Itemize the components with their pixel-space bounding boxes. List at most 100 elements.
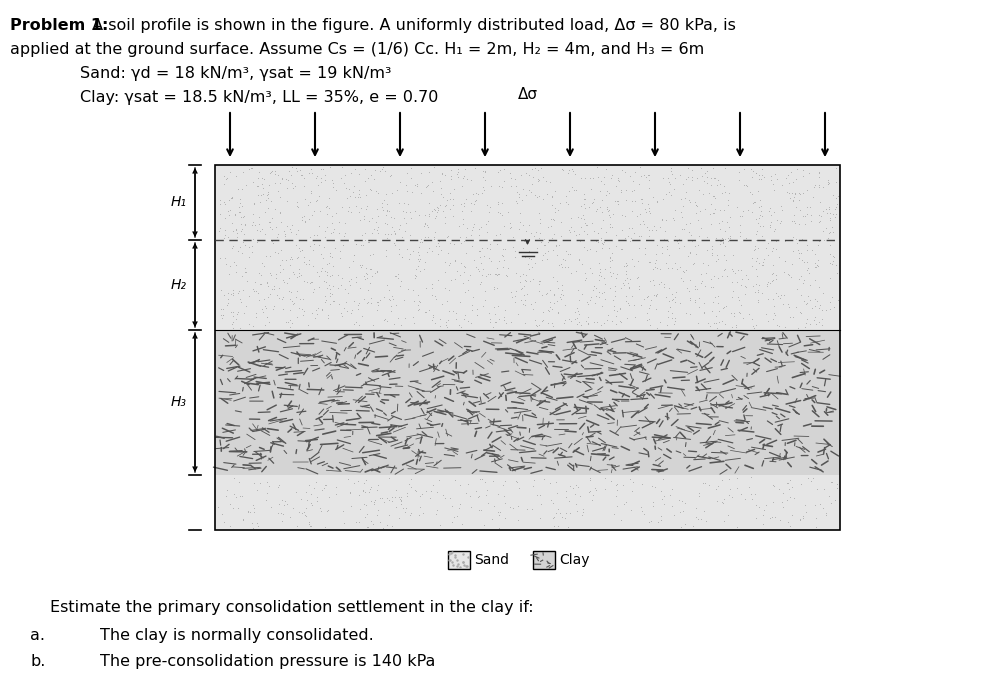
Point (255, 293, 271, 304)
Point (428, 509, 444, 520)
Point (311, 190, 326, 202)
Point (384, 496, 399, 507)
Point (527, 314, 542, 325)
Point (699, 165, 715, 177)
Point (639, 315, 655, 326)
Point (617, 184, 633, 195)
Point (631, 230, 647, 241)
Point (670, 234, 686, 245)
Point (638, 307, 654, 318)
Point (384, 221, 399, 232)
Point (616, 211, 632, 222)
Point (696, 204, 712, 215)
Point (524, 503, 539, 514)
Point (826, 203, 842, 214)
Point (270, 247, 286, 258)
Point (599, 206, 615, 217)
Point (547, 202, 563, 213)
Point (375, 523, 390, 534)
Point (482, 268, 498, 279)
Point (631, 284, 647, 295)
Point (483, 180, 499, 191)
Point (263, 501, 279, 512)
Point (392, 492, 408, 503)
Point (675, 224, 691, 235)
Point (624, 222, 640, 234)
Point (514, 219, 529, 230)
Point (219, 172, 235, 183)
Point (495, 490, 511, 501)
Point (638, 222, 654, 233)
Point (544, 213, 560, 224)
Point (369, 304, 385, 316)
Point (228, 223, 244, 234)
Point (253, 258, 269, 269)
Point (778, 494, 794, 505)
Point (313, 265, 328, 277)
Point (474, 172, 490, 183)
Point (407, 270, 423, 281)
Point (349, 475, 365, 486)
Point (642, 295, 658, 306)
Point (462, 197, 478, 208)
Point (297, 194, 313, 205)
Point (621, 235, 637, 246)
Point (282, 254, 298, 265)
Point (640, 291, 656, 302)
Point (828, 478, 844, 489)
Point (712, 223, 728, 234)
Point (792, 270, 808, 281)
Point (743, 313, 759, 325)
Point (803, 209, 818, 220)
Point (550, 259, 566, 270)
Point (246, 477, 261, 488)
Point (674, 505, 690, 516)
Point (457, 313, 472, 324)
Point (628, 211, 644, 222)
Point (693, 222, 709, 234)
Point (549, 308, 565, 319)
Point (516, 252, 531, 263)
Point (753, 231, 769, 242)
Point (580, 311, 596, 322)
Point (432, 199, 448, 211)
Point (707, 317, 723, 328)
Point (557, 314, 573, 325)
Point (366, 496, 382, 507)
Point (641, 300, 657, 311)
Point (254, 306, 270, 317)
Point (724, 277, 740, 288)
Point (822, 477, 838, 488)
Point (321, 284, 337, 295)
Point (477, 476, 493, 487)
Point (477, 165, 493, 176)
Point (746, 244, 762, 255)
Point (744, 166, 760, 177)
Point (641, 320, 657, 331)
Point (379, 519, 394, 530)
Point (237, 262, 252, 273)
Point (639, 291, 655, 302)
Point (780, 178, 796, 189)
Point (699, 318, 715, 329)
Point (649, 197, 665, 208)
Point (585, 281, 600, 292)
Point (402, 509, 418, 521)
Point (443, 174, 458, 185)
Point (215, 309, 231, 320)
Point (411, 491, 427, 502)
Point (244, 163, 259, 174)
Point (785, 231, 801, 243)
Point (608, 484, 624, 496)
Point (312, 270, 327, 281)
Point (827, 260, 843, 271)
Point (636, 243, 652, 254)
Point (617, 260, 633, 271)
Point (436, 170, 452, 181)
Point (511, 192, 527, 203)
Point (318, 208, 334, 219)
Point (237, 266, 252, 277)
Point (786, 217, 802, 228)
Point (421, 493, 437, 504)
Point (719, 235, 735, 246)
